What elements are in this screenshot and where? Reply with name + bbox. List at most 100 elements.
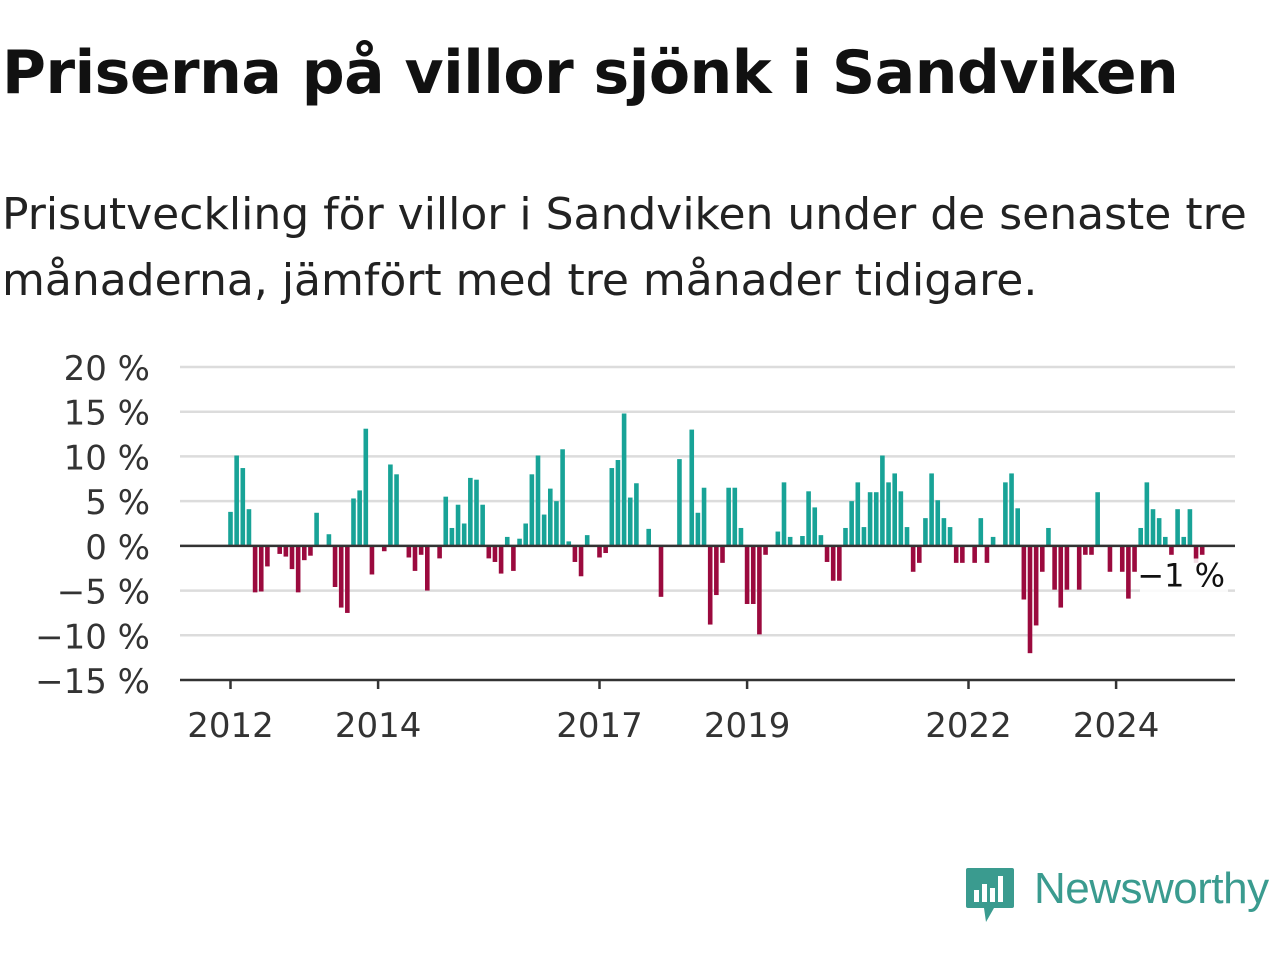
- bar: [1003, 482, 1008, 546]
- bar: [763, 545, 768, 555]
- bar: [1199, 545, 1205, 555]
- bar: [240, 468, 246, 546]
- y-tick-label: 20 %: [64, 349, 150, 389]
- bar-series: [228, 413, 1205, 654]
- bar: [258, 545, 264, 592]
- bar: [443, 496, 449, 546]
- logo-text: Newsworthy: [1034, 864, 1269, 913]
- y-tick-label: 0 %: [85, 528, 150, 568]
- bar: [363, 428, 369, 546]
- bar: [1027, 545, 1033, 654]
- bar: [406, 545, 412, 558]
- bar: [781, 482, 787, 546]
- bar: [584, 535, 590, 546]
- newsworthy-logo: Newsworthy: [962, 862, 1280, 928]
- bar: [1126, 545, 1131, 599]
- bar: [504, 536, 510, 546]
- bar: [615, 460, 621, 546]
- bar: [554, 501, 559, 546]
- bar: [492, 545, 498, 562]
- y-tick-label: 15 %: [64, 394, 150, 434]
- bar: [1095, 492, 1100, 546]
- bar: [818, 535, 824, 546]
- bar: [880, 455, 885, 546]
- bar: [437, 545, 442, 559]
- bar: [867, 492, 873, 546]
- bar: [326, 534, 332, 546]
- bar: [990, 536, 996, 546]
- bar: [1046, 527, 1051, 546]
- bar: [1040, 545, 1045, 572]
- bar: [720, 545, 725, 563]
- bar: [295, 545, 301, 593]
- bar: [1052, 545, 1057, 590]
- y-tick-label: −10 %: [35, 617, 150, 657]
- bar: [338, 545, 344, 608]
- bar: [855, 482, 861, 546]
- bar: [1132, 545, 1137, 572]
- x-axis-labels: 2012 2014 2017 2019 2022 2024: [187, 706, 1159, 746]
- bar: [707, 545, 713, 625]
- bar: [511, 545, 516, 571]
- bar: [468, 477, 473, 546]
- annotations: −1 %: [1137, 557, 1228, 595]
- bar: [621, 413, 627, 546]
- bar: [345, 545, 350, 613]
- bar: [283, 545, 289, 557]
- bar: [314, 512, 319, 546]
- bar: [308, 545, 313, 556]
- bar: [658, 545, 664, 597]
- bar: [627, 497, 633, 546]
- bar: [634, 483, 639, 546]
- bar: [357, 490, 362, 546]
- bar: [1187, 509, 1193, 546]
- bar: [917, 545, 922, 563]
- bar: [960, 545, 965, 563]
- grid-lines: [180, 365, 1235, 637]
- bar: [861, 527, 867, 546]
- bar: [332, 545, 338, 587]
- bar: [923, 518, 928, 546]
- bar: [800, 536, 805, 546]
- bar: [1089, 545, 1094, 555]
- bar: [566, 541, 572, 546]
- bar: [486, 545, 492, 559]
- bar: [830, 545, 836, 581]
- bar: [480, 504, 485, 546]
- bar: [228, 511, 233, 546]
- bar: [449, 527, 455, 546]
- y-tick-label: 5 %: [85, 483, 150, 523]
- bar: [1150, 509, 1156, 546]
- last-value-label: −1 %: [1137, 557, 1225, 595]
- bar: [609, 468, 615, 546]
- bar: [1015, 508, 1020, 546]
- bar: [523, 523, 528, 546]
- bar: [1193, 545, 1199, 563]
- x-tick-label: 2014: [335, 706, 422, 746]
- bar: [517, 538, 522, 546]
- bar: [265, 545, 270, 567]
- bar: [455, 504, 461, 546]
- bar: [277, 545, 282, 554]
- bar: [1144, 482, 1150, 546]
- bar: [381, 545, 387, 552]
- bar: [732, 487, 738, 546]
- bar: [892, 473, 897, 546]
- bar-chart: 20 %15 %10 %5 %0 %−5 %−10 %−15 % 2012 201…: [35, 349, 1235, 746]
- bar: [972, 545, 977, 563]
- bar: [1021, 545, 1027, 600]
- x-tick-label: 2017: [556, 706, 643, 746]
- bar: [1009, 473, 1014, 546]
- bar: [1033, 545, 1039, 626]
- bar: [252, 545, 258, 593]
- x-tick-label: 2012: [187, 706, 274, 746]
- bar: [1169, 545, 1174, 555]
- x-tick-label: 2024: [1073, 706, 1160, 746]
- y-tick-label: −15 %: [35, 662, 150, 702]
- bar: [388, 464, 393, 546]
- bar: [646, 528, 651, 546]
- bar: [689, 429, 695, 546]
- y-axis-labels: 20 % 15 %10 % 5 % 0 % −5 %−10 % −15 %: [35, 349, 150, 702]
- bar: [984, 545, 990, 563]
- x-tick-label: 2019: [704, 706, 791, 746]
